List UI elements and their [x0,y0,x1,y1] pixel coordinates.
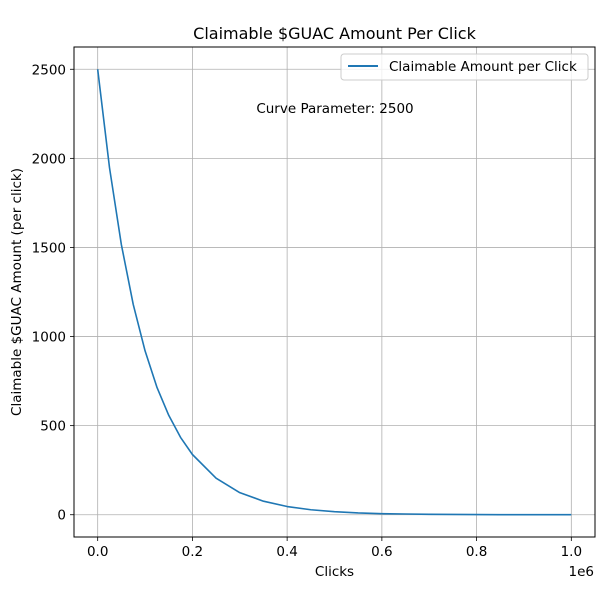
x-tick-label: 1.0 [561,544,582,560]
grid [74,47,595,537]
x-axis-title: Clicks [315,564,354,580]
legend: Claimable Amount per Click [340,53,589,81]
x-tick-label: 0.6 [371,544,392,560]
legend-box [340,53,589,81]
x-tick-label: 0.4 [276,544,297,560]
y-tick-label: 0 [57,508,66,524]
x-offset-label: 1e6 [569,564,594,580]
x-axis: 0.0 0.2 0.4 0.6 0.8 1.0 [87,537,582,560]
x-tick-label: 0.2 [182,544,203,560]
y-axis: 0 500 1000 1500 2000 2500 [32,62,74,524]
y-axis-title: Claimable $GUAC Amount (per click) [9,168,25,416]
x-tick-label: 0.0 [87,544,108,560]
series-line [96,69,572,516]
plot-area [96,69,572,516]
y-tick-label: 1500 [32,240,66,256]
y-tick-label: 2000 [32,151,66,167]
curve-parameter-annotation: Curve Parameter: 2500 [256,101,413,117]
y-tick-label: 1000 [32,330,66,346]
chart-title: Claimable $GUAC Amount Per Click [193,24,476,43]
y-tick-label: 2500 [32,62,66,78]
x-tick-label: 0.8 [466,544,487,560]
plot-frame [73,46,596,538]
legend-label: Claimable Amount per Click [389,59,577,75]
y-tick-label: 500 [40,419,66,435]
